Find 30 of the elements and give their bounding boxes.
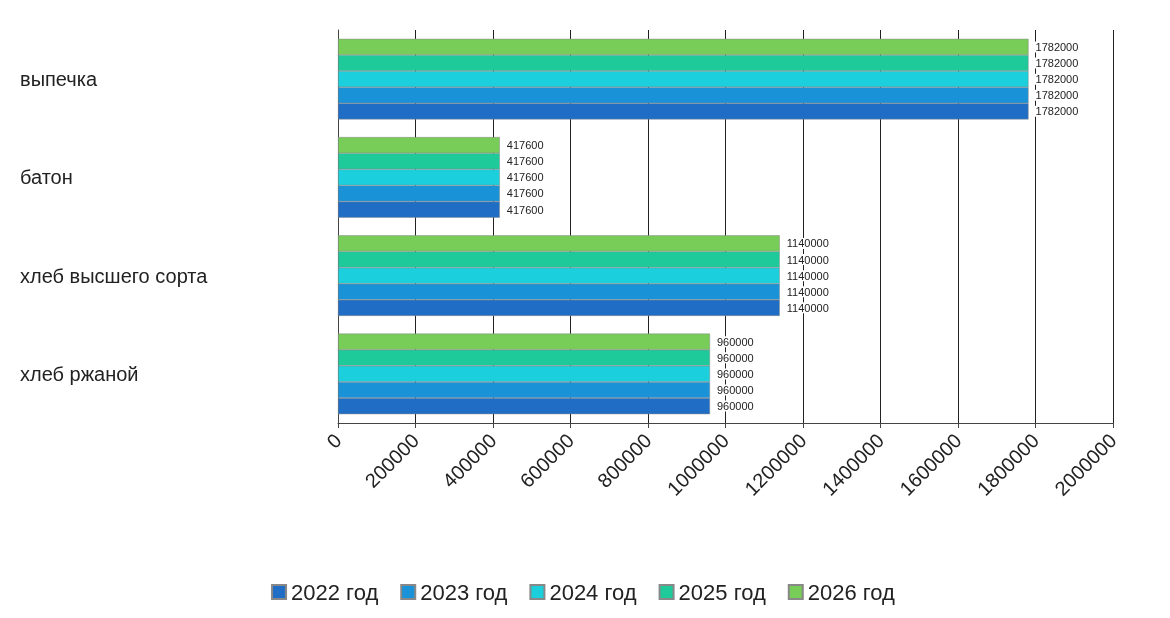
data-label: 1140000 — [786, 301, 829, 314]
data-label: 417600 — [506, 187, 544, 200]
data-label: 417600 — [506, 203, 544, 216]
data-label: 417600 — [506, 139, 544, 152]
data-label: 960000 — [717, 335, 754, 348]
data-label: 1140000 — [786, 285, 829, 298]
data-label: 417600 — [506, 155, 544, 168]
legend-label: 2022 год — [291, 579, 379, 605]
data-label: 1782000 — [1035, 73, 1079, 86]
legend-label: 2023 год — [420, 579, 508, 605]
data-label: 1140000 — [786, 253, 829, 266]
legend-label: 2026 год — [807, 579, 896, 605]
data-label: 960000 — [717, 351, 754, 364]
data-label: 1782000 — [1035, 57, 1079, 70]
data-label: 1782000 — [1035, 89, 1079, 102]
y-tick-label: хлеб ржаной — [20, 362, 139, 385]
x-tick-label: 0 — [322, 429, 346, 453]
y-tick-label: выпечка — [20, 68, 98, 91]
data-label: 1140000 — [786, 237, 829, 250]
legend-label: 2025 год — [678, 579, 766, 605]
y-tick-label: хлеб высшего сорта — [20, 264, 209, 287]
data-label: 960000 — [717, 400, 754, 413]
data-label: 960000 — [717, 383, 754, 396]
data-label: 1782000 — [1035, 105, 1079, 118]
y-tick-label: батон — [20, 166, 73, 189]
data-label: 960000 — [717, 367, 754, 380]
data-label: 1782000 — [1035, 40, 1079, 53]
data-label: 1140000 — [786, 269, 829, 282]
legend-label: 2024 год — [549, 579, 637, 605]
data-label: 417600 — [506, 171, 544, 184]
